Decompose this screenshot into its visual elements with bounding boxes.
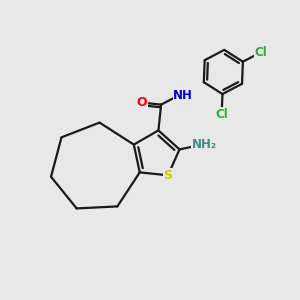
Text: NH: NH xyxy=(173,88,193,102)
Text: O: O xyxy=(137,96,147,109)
Text: S: S xyxy=(164,169,172,182)
Text: NH₂: NH₂ xyxy=(192,138,217,151)
Text: Cl: Cl xyxy=(215,107,228,121)
Text: Cl: Cl xyxy=(254,46,267,59)
